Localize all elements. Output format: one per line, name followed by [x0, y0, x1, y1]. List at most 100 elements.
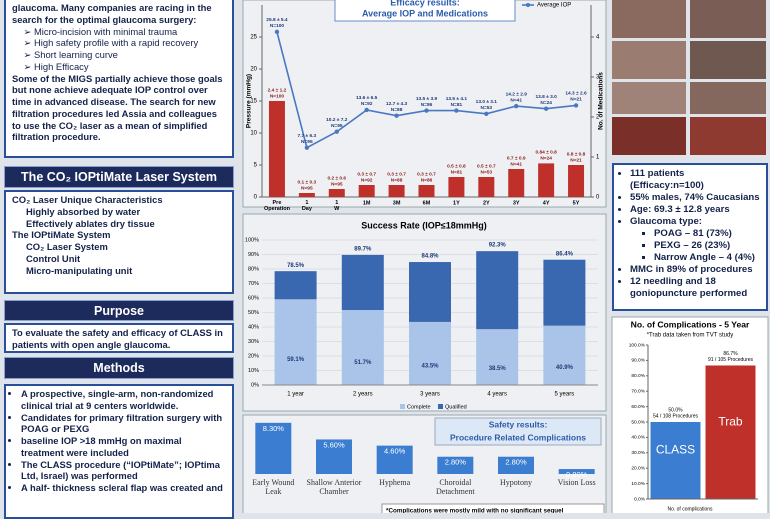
- bar-label: 0.2 ± 0.6: [327, 175, 346, 181]
- bar: [498, 456, 534, 474]
- methods-list: A prospective, single-arm, non-randomize…: [12, 388, 226, 494]
- y-tick-label: 20.0%: [631, 465, 645, 471]
- y2-tick-label: 3: [596, 75, 600, 81]
- x-axis-label: No. of complications: [667, 506, 713, 512]
- bar-label: 0.5 ± 0.7: [477, 163, 496, 169]
- line-marker: [364, 107, 369, 113]
- chart-title: Success Rate (IOP≤18mmHg): [361, 220, 487, 230]
- bar-n-label: N=53: [481, 169, 493, 175]
- bar: [255, 422, 292, 474]
- y-tick-label: 20%: [248, 353, 259, 359]
- total-label: 78.5%: [287, 263, 305, 269]
- line-label: 12.7 ± 4.3: [386, 101, 408, 107]
- total-label: 92.3%: [489, 243, 507, 249]
- y-tick-label: 30.0%: [631, 450, 645, 456]
- bar-segment: [341, 254, 384, 311]
- glaucoma-label: Glaucoma type:: [630, 215, 702, 227]
- footnote-box: [381, 503, 605, 513]
- method: The CLASS procedure (“IOPtiMate”; IOPtim…: [21, 459, 226, 483]
- bar: [298, 193, 315, 197]
- segment-label: 43.5%: [421, 364, 439, 370]
- line-label: 13.8 ± 3.0: [535, 94, 557, 100]
- x-tick-label: Hyphema: [379, 478, 411, 487]
- legend-label: Complete: [407, 404, 431, 410]
- bar: [437, 456, 474, 474]
- glaucoma-list: POAG – 81 (73%)PEXG – 26 (23%)Narrow Ang…: [630, 228, 760, 264]
- patient-fact: 55% males, 74% Caucasians: [630, 192, 760, 204]
- y-tick-label: 70%: [248, 281, 259, 287]
- bar-label: 50.0%: [668, 407, 683, 413]
- glaucoma-type: Narrow Angle – 4 (4%): [654, 252, 760, 264]
- y-tick-label: 40%: [248, 324, 259, 330]
- x-tick-label: 1 Day: [302, 200, 313, 212]
- chart-subtitle: Average IOP and Medications: [362, 8, 488, 18]
- line-n-label: N=53: [481, 105, 493, 111]
- x-tick-label: Shallow Anterior Chamber: [306, 478, 362, 496]
- line-marker: [274, 29, 280, 35]
- x-tick-label: 5 years: [555, 392, 575, 398]
- y-axis-label: Pressure (mmHg): [246, 74, 253, 128]
- y-tick-label: 80.0%: [631, 373, 645, 379]
- y2-tick-label: 0: [596, 195, 600, 201]
- line-marker: [543, 106, 549, 111]
- goal: High safety profile with a rapid recover…: [34, 37, 226, 49]
- goal: Short learning curve: [34, 49, 226, 61]
- bar-note: 54 / 108 Procedures: [653, 413, 699, 419]
- y-tick-label: 15: [250, 99, 257, 105]
- bar: [388, 185, 405, 197]
- patients-box: 111 patients (Efficacy:n=100)55% males, …: [612, 163, 768, 311]
- y-tick-label: 50.0%: [631, 419, 645, 425]
- bar-label: 0.5 ± 0.8: [447, 163, 466, 169]
- segment-label: 51.7%: [354, 360, 372, 366]
- line-label: 10.2 ± 7.2: [326, 117, 348, 123]
- goal-list: Micro-incision with minimal traumaHigh s…: [12, 26, 226, 73]
- bar-label: 4.60%: [384, 447, 406, 456]
- laser-box: CO₂ Laser Unique Characteristics Highly a…: [4, 190, 234, 294]
- line-n-label: N=95: [331, 123, 343, 129]
- patient-fact: Glaucoma type:POAG – 81 (73%)PEXG – 26 (…: [630, 216, 760, 264]
- bar: [418, 185, 435, 197]
- bar-segment: [476, 329, 519, 385]
- intro-box: glaucoma. Many companies are racing in t…: [4, 0, 234, 158]
- title-box: [334, 0, 516, 22]
- y-tick-label: 10%: [248, 368, 259, 374]
- bar-note: 91 / 105 Procedures: [708, 357, 754, 363]
- legend-swatch: [438, 404, 443, 409]
- bar-label: 0.3 ± 0.7: [387, 171, 406, 177]
- line-marker: [304, 145, 310, 150]
- bar-n-label: N=21: [570, 157, 582, 163]
- purpose-text: To evaluate the safety and efficacy of C…: [4, 323, 234, 353]
- footnote: *Complications were mostly mild with no …: [386, 508, 564, 513]
- y-tick-label: 80%: [248, 266, 259, 272]
- photo-grid: [612, 0, 766, 155]
- bar: [705, 365, 756, 499]
- x-tick-label: 4 years: [487, 392, 507, 398]
- bar-label: 0.7 ± 0.9: [507, 155, 526, 161]
- y-tick-label: 100.0%: [629, 342, 646, 348]
- bar-label: 86.7%: [723, 351, 738, 357]
- line-marker: [334, 129, 339, 134]
- bar: [568, 165, 585, 197]
- bar-segment: [476, 251, 519, 330]
- patient-fact: 111 patients (Efficacy:n=100): [630, 168, 760, 192]
- laser-subitem: CO₂ Laser System: [26, 241, 108, 252]
- method: baseline IOP >18 mmHg on maximal treatme…: [21, 435, 226, 459]
- legend-marker: [526, 3, 530, 7]
- chart-title: No. of Complications - 5 Year: [631, 319, 750, 329]
- y2-tick-label: 4: [596, 35, 600, 41]
- chart-subtitle: Procedure Related Complications: [450, 432, 586, 442]
- segment-label: 38.5%: [489, 366, 507, 372]
- y-tick-label: 40.0%: [631, 435, 645, 441]
- bar-n-label: N=100: [270, 93, 285, 99]
- line-n-label: N=81: [451, 102, 463, 108]
- bar-label: 2.80%: [445, 458, 467, 467]
- bar-segment: [543, 325, 586, 385]
- method: A prospective, single-arm, non-randomize…: [21, 388, 226, 412]
- y-tick-label: 60.0%: [631, 404, 645, 410]
- line-n-label: N=41: [510, 97, 522, 103]
- x-tick-label: Choroidal Detachment: [436, 478, 475, 496]
- intro-lead: glaucoma. Many companies are racing in t…: [12, 2, 212, 25]
- y-tick-label: 20: [250, 67, 257, 73]
- bar: [558, 469, 595, 474]
- bar-n-label: N=81: [451, 169, 463, 175]
